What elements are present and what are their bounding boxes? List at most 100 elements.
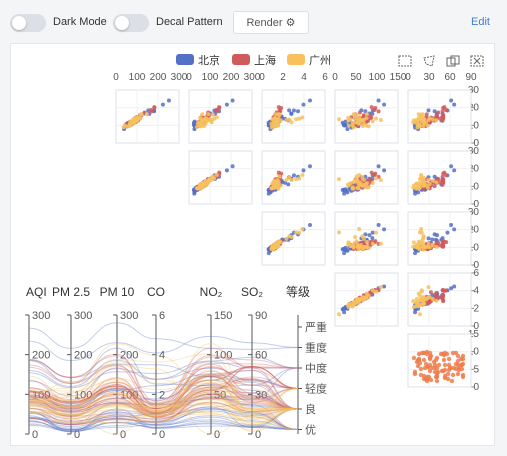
parallel-tick-label: 200 <box>120 350 138 362</box>
scatter-point <box>415 304 420 309</box>
legend-label: 北京 <box>198 53 220 67</box>
scatter-point <box>418 372 424 378</box>
scatter-point <box>353 120 358 125</box>
scatter-point <box>370 230 375 235</box>
y-tick-label: 0 <box>473 321 479 332</box>
parallel-line <box>28 385 299 411</box>
legend-label: 上海 <box>254 53 276 67</box>
scatter-point <box>420 180 425 185</box>
scatter-point <box>415 185 420 190</box>
scatter-point <box>434 180 439 185</box>
render-button[interactable]: Render ⚙ <box>233 11 309 34</box>
scatter-point <box>411 299 416 304</box>
scatter-point <box>230 98 235 103</box>
scatter-point <box>411 240 416 245</box>
scatter-point <box>442 362 448 368</box>
scatter-point <box>430 117 435 122</box>
parallel-axis: AQI 300 200 100 0 <box>25 285 50 441</box>
scatter-point <box>374 116 379 121</box>
scatter-point <box>212 176 217 181</box>
scatter-point <box>382 284 387 289</box>
scatter-point <box>416 356 422 362</box>
scatter-point <box>340 120 345 125</box>
scatter-point <box>289 234 294 239</box>
scatter-cell <box>334 150 399 205</box>
parallel-line <box>28 403 299 421</box>
scatter-point <box>300 226 305 231</box>
scatter-point <box>230 164 235 169</box>
brush-clear-icon[interactable] <box>470 55 484 67</box>
parallel-line <box>28 366 299 406</box>
parallel-line <box>28 406 299 431</box>
scatter-point <box>295 109 300 114</box>
parallel-line <box>28 387 299 418</box>
scatter-point <box>452 102 457 107</box>
scatter-point <box>370 119 375 124</box>
scatter-point <box>445 371 451 377</box>
scatter-point <box>434 298 439 303</box>
scatter-point <box>439 115 444 120</box>
parallel-line <box>28 347 299 404</box>
scatter-point <box>370 180 375 185</box>
parallel-line <box>28 356 299 405</box>
parallel-tick-label: 6 <box>159 310 165 322</box>
parallel-line <box>28 389 299 418</box>
scatter-point <box>191 187 196 192</box>
brush-keep-icon[interactable] <box>446 55 460 67</box>
cell-frame <box>188 89 253 144</box>
scatter-point <box>425 364 431 370</box>
scatter-point <box>417 312 422 317</box>
y-tick-label: 5 <box>473 364 479 375</box>
scatter-point <box>308 164 312 169</box>
scatter-point <box>297 116 302 121</box>
scatter-point <box>350 304 355 309</box>
scatter-point <box>291 173 296 178</box>
scatter-point <box>411 118 416 123</box>
scatter-point <box>415 123 420 128</box>
legend-item[interactable]: 广州 <box>287 54 331 67</box>
scatter-point <box>444 108 449 113</box>
scatter-point <box>301 168 306 173</box>
dark-mode-toggle[interactable] <box>10 14 46 32</box>
scatter-point <box>356 181 361 186</box>
scatter-point <box>419 297 424 302</box>
scatter-point <box>416 291 421 296</box>
parallel-line <box>28 392 299 432</box>
edit-link[interactable]: Edit <box>471 16 490 28</box>
brush-polygon-icon[interactable] <box>423 55 435 67</box>
parallel-line <box>28 373 299 416</box>
parallel-axis-name: SO₂ <box>241 285 263 299</box>
scatter-point <box>434 118 439 123</box>
toggle-knob <box>12 16 26 30</box>
scatter-point <box>215 109 220 114</box>
parallel-tick-label: 100 <box>214 350 232 362</box>
scatter-point <box>360 124 365 129</box>
parallel-line <box>28 400 299 421</box>
parallel-line <box>28 379 299 412</box>
scatter-point <box>439 368 445 374</box>
scatter-point <box>337 230 341 235</box>
scatter-point <box>337 177 341 182</box>
scatter-point <box>206 112 211 117</box>
brush-rect-icon[interactable] <box>398 55 412 67</box>
scatter-cell <box>334 211 399 266</box>
scatter-cell <box>407 211 472 266</box>
parallel-line <box>28 363 299 412</box>
scatter-point <box>199 123 204 128</box>
scatter-point <box>354 112 359 117</box>
scatter-point <box>224 168 229 173</box>
legend-item[interactable]: 北京 <box>176 53 220 67</box>
scatter-point <box>342 251 347 256</box>
parallel-line <box>28 393 299 422</box>
scatter-point <box>276 244 281 249</box>
scatter-point <box>432 292 437 297</box>
legend-item[interactable]: 上海 <box>232 53 276 67</box>
chart-container: 北京 上海 广州 0 100 200 300 0 100 200 300 0 2 4 6 0 50 100 150… <box>10 43 495 446</box>
decal-pattern-toggle[interactable] <box>113 14 149 32</box>
scatter-point <box>357 115 362 120</box>
parallel-line <box>28 367 299 412</box>
scatter-point <box>270 244 275 249</box>
parallel-line <box>28 356 299 389</box>
